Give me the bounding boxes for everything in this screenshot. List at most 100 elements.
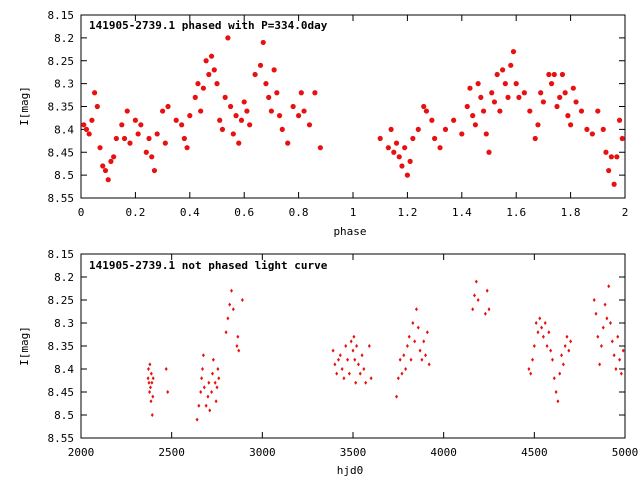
y-tick-label: 8.45 [48, 146, 75, 159]
data-point [230, 131, 236, 137]
data-point [111, 154, 117, 160]
y-tick-label: 8.35 [48, 101, 75, 114]
data-point [94, 103, 100, 110]
data-point [497, 108, 503, 114]
data-point [400, 371, 404, 376]
data-point [150, 380, 154, 385]
data-point [545, 344, 549, 348]
data-point [541, 334, 545, 339]
data-point [474, 279, 478, 284]
tick-marks [80, 14, 626, 199]
data-point [483, 131, 489, 137]
data-point [100, 163, 106, 169]
x-tick-label: 2500 [158, 446, 185, 459]
y-tick-label: 8.3 [54, 317, 74, 330]
data-point [132, 117, 138, 123]
data-point [548, 81, 555, 87]
data-point [147, 380, 151, 385]
data-point [151, 167, 158, 174]
data-point [271, 67, 277, 73]
data-point [358, 371, 362, 376]
x-tick-label: 0.2 [125, 206, 145, 219]
data-point [476, 298, 480, 302]
data-point [279, 126, 285, 132]
data-point [211, 67, 217, 73]
chart-title: 141905-2739.1 not phased light curve [89, 259, 328, 272]
data-point [207, 380, 211, 385]
data-point [356, 362, 360, 367]
data-point [349, 339, 353, 344]
data-point [360, 353, 364, 358]
data-point [274, 90, 280, 96]
data-point [554, 390, 558, 394]
data-point [407, 158, 413, 164]
data-point [235, 344, 239, 348]
data-point [388, 126, 394, 132]
data-point [573, 99, 579, 105]
data-point [113, 135, 119, 142]
data-point [127, 140, 133, 146]
data-point [247, 122, 253, 128]
data-point [138, 122, 144, 128]
data-point [508, 62, 514, 68]
data-point [213, 380, 217, 385]
data-point [367, 344, 371, 348]
data-point [233, 113, 239, 119]
data-point [219, 126, 226, 132]
data-point [527, 108, 533, 114]
data-point [200, 367, 204, 371]
data-point [470, 113, 476, 119]
y-tick-label: 8.4 [54, 363, 74, 376]
data-point [532, 135, 538, 142]
data-point [605, 316, 609, 321]
x-tick-label: 3500 [340, 446, 367, 459]
data-point [404, 172, 410, 178]
data-point [480, 108, 487, 114]
data-point [565, 334, 569, 339]
data-point [369, 376, 373, 381]
data-point [215, 385, 219, 390]
x-tick-label: 3000 [249, 446, 276, 459]
y-tick-label: 8.25 [48, 55, 75, 68]
data-point [529, 371, 533, 376]
data-point [146, 376, 150, 381]
data-point [536, 330, 540, 335]
data-point [336, 357, 340, 362]
data-point [135, 131, 141, 137]
data-point [252, 71, 258, 78]
data-point [603, 149, 609, 155]
data-point [612, 353, 616, 358]
data-point [198, 108, 204, 114]
y-tick-labels: 8.15 8.2 8.25 8.3 8.35 8.4 8.45 8.5 8.55 [48, 9, 75, 205]
y-axis-label: I[mag] [18, 326, 31, 366]
data-point [364, 380, 368, 385]
data-point [351, 348, 355, 353]
data-point [489, 90, 495, 96]
data-point [478, 94, 484, 100]
data-point [598, 362, 602, 367]
data-point [301, 108, 307, 114]
tick-marks [80, 253, 626, 439]
data-point [92, 90, 98, 96]
data-point [551, 71, 557, 78]
data-point [199, 390, 203, 394]
y-tick-label: 8.2 [54, 271, 74, 284]
data-point [268, 108, 274, 114]
data-point [502, 81, 508, 87]
data-point [500, 67, 506, 73]
data-point [594, 311, 598, 316]
data-point [306, 122, 313, 128]
data-point [276, 113, 283, 119]
x-tick-label: 1 [350, 206, 357, 219]
data-point [614, 367, 618, 371]
data-point [228, 302, 232, 307]
data-point [414, 307, 418, 312]
data-point [487, 307, 491, 312]
data-point [402, 353, 406, 358]
data-point [569, 339, 573, 344]
data-point [150, 413, 154, 417]
x-tick-label: 1.6 [506, 206, 526, 219]
data-point [475, 81, 481, 87]
chart-title: 141905-2739.1 phased with P=334.0day [89, 19, 328, 32]
